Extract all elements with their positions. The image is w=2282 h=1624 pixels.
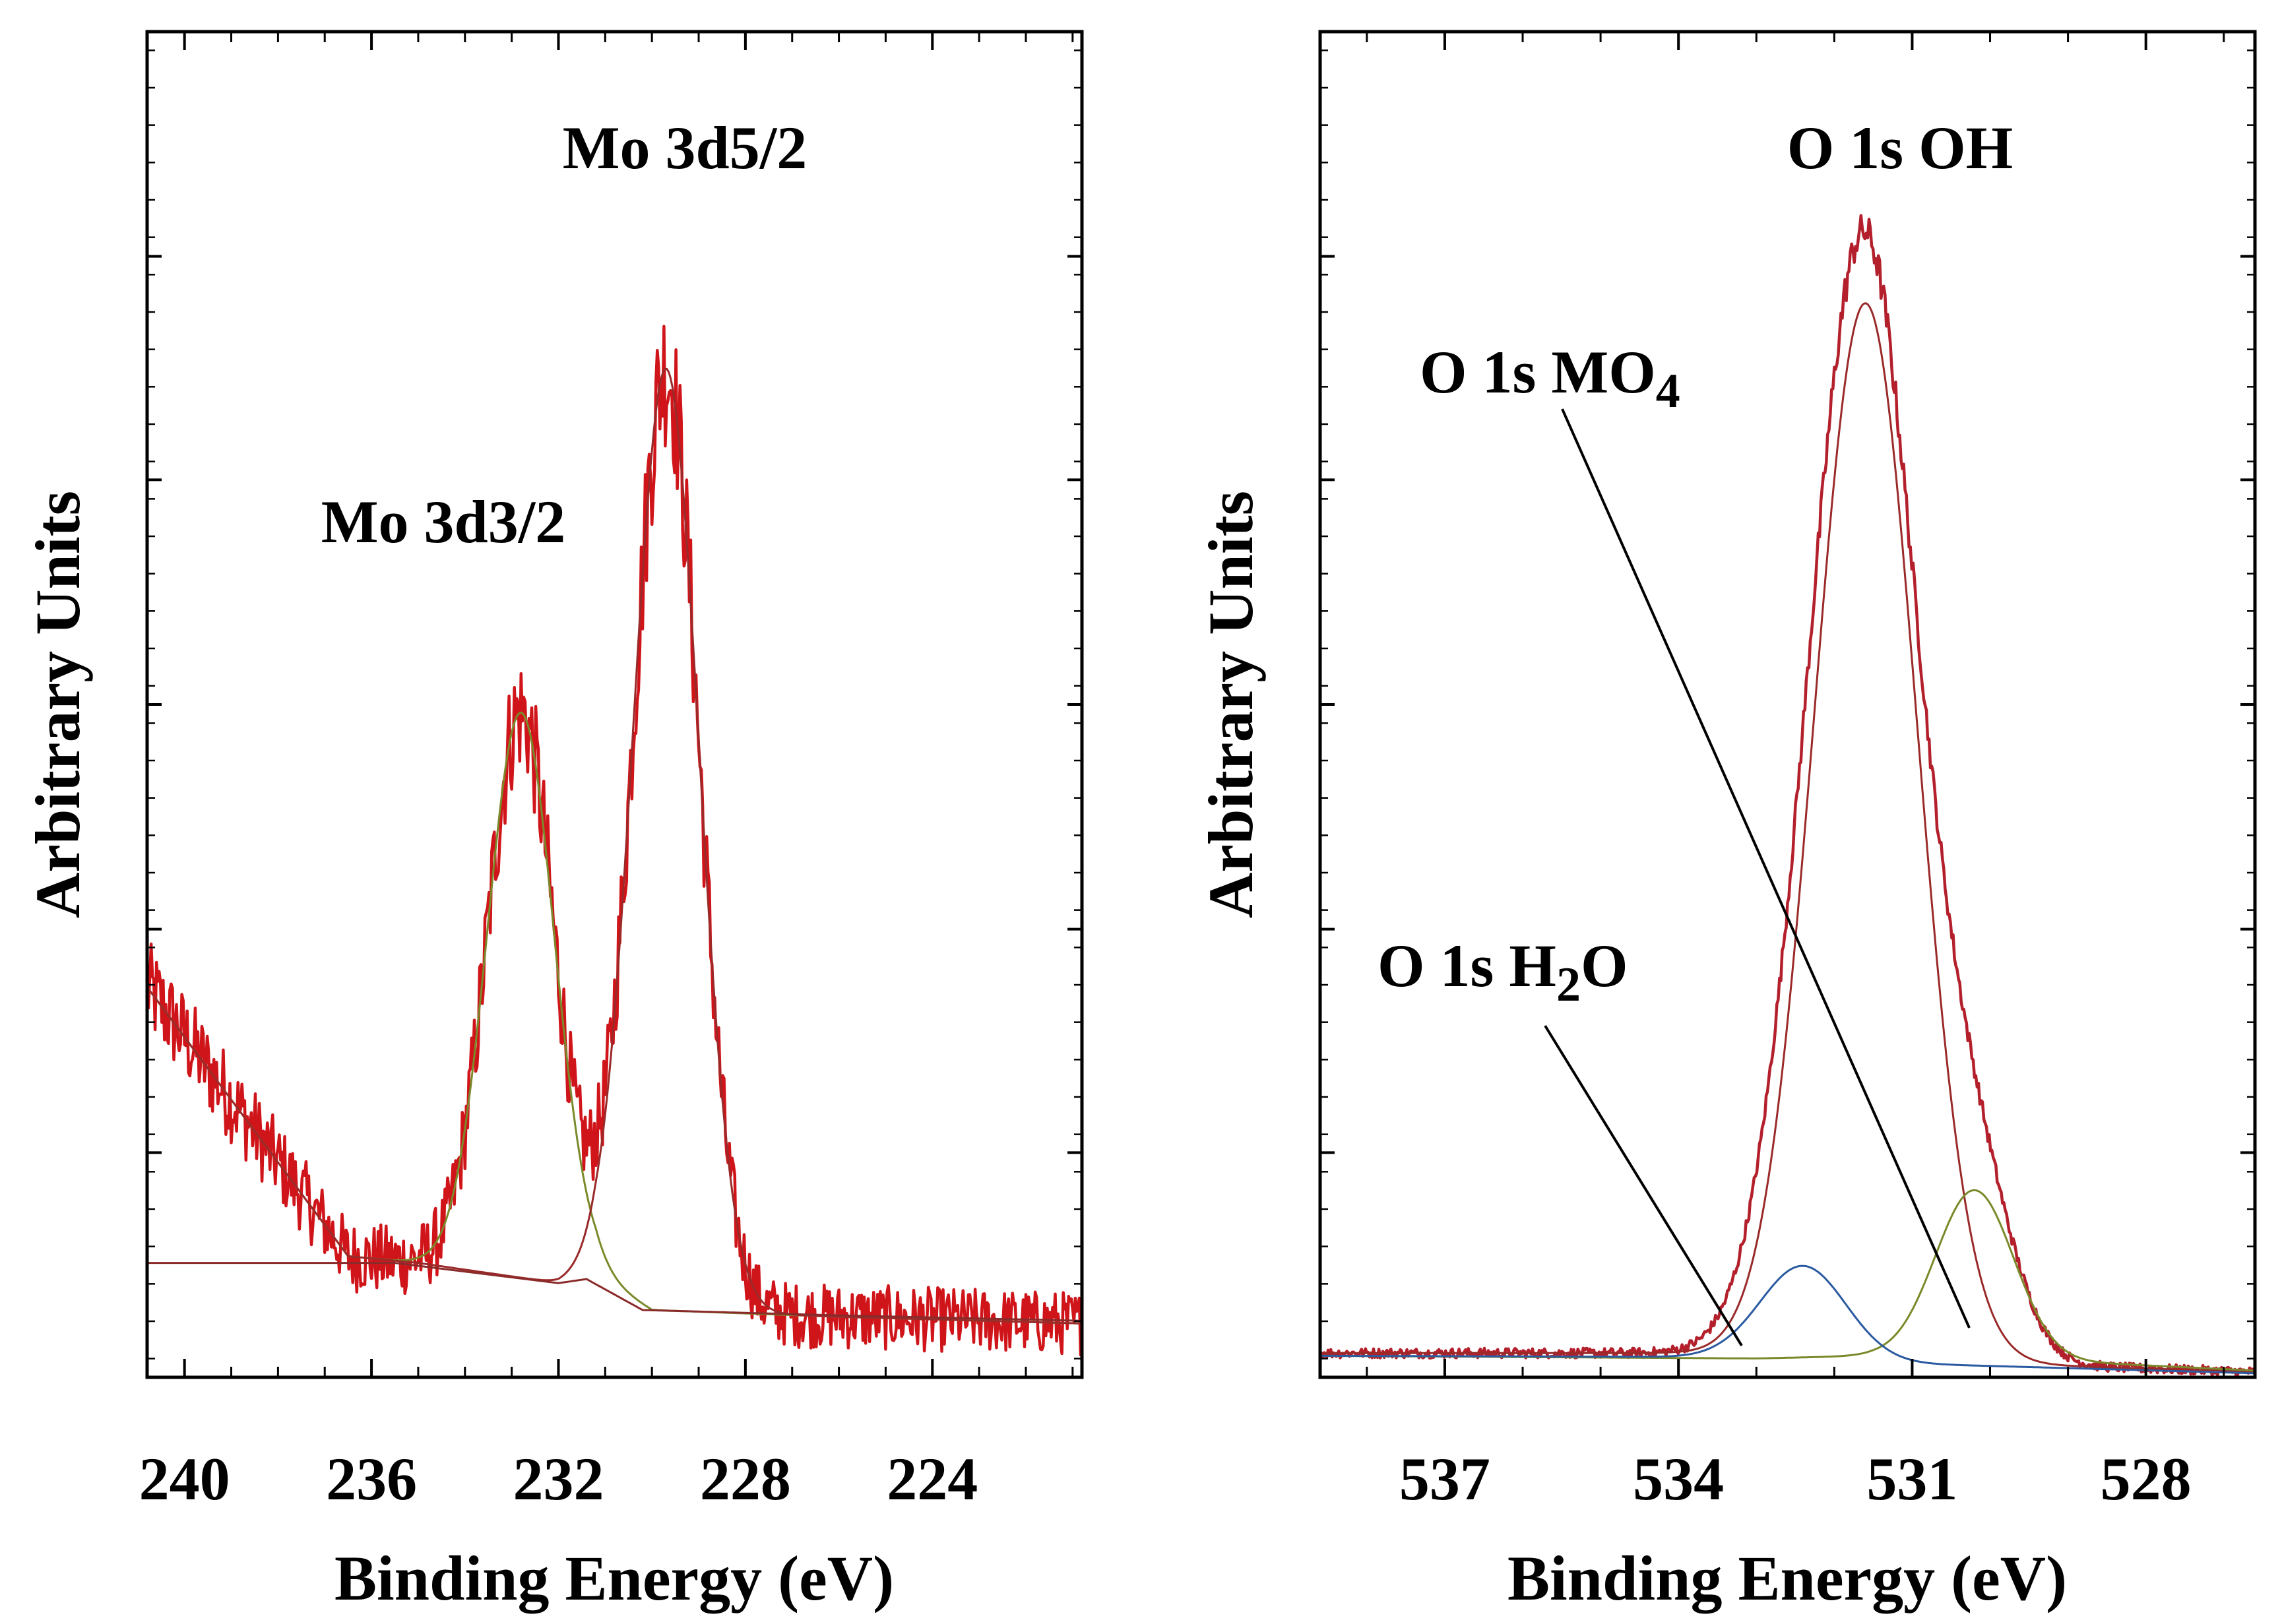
o-1s-series-o-1s-h2o-fit — [1320, 1265, 2256, 1375]
mo-3d-panel: 240 236 232 228 224 Binding Energy (eV) Arbi… — [22, 30, 1084, 1613]
o-1s-xtick-label: 531 — [1866, 1445, 1957, 1513]
mo-3d-series-mo-3d-spectrum — [145, 325, 1083, 1358]
mo-3d5-2-peak-label: Mo 3d5/2 — [563, 114, 808, 181]
o-1s-mo4-peak-label: O 1s MO4 — [1420, 338, 1680, 418]
mo-3d-series-layer — [145, 325, 1083, 1358]
mo-3d-xtick-label: 224 — [887, 1445, 978, 1513]
mo-3d-series-shirley-background — [147, 1262, 1082, 1322]
mo-3d-xtick-label: 240 — [139, 1445, 230, 1513]
o-1s-xtick-label: 534 — [1633, 1445, 1724, 1513]
o-1s-xtick-labels: 537 534 531 528 — [1399, 1445, 2192, 1513]
mo-3d3-2-peak-label: Mo 3d3/2 — [321, 488, 566, 555]
o-1s-y-axis-title: Arbitrary Units — [1195, 491, 1266, 918]
mo-3d-y-axis-title: Arbitrary Units — [22, 491, 93, 918]
mo-3d-series-mo-3d5-2-fit — [146, 367, 1083, 1325]
o-1s-h2o-leader-line — [1544, 1024, 1743, 1347]
o-1s-x-axis-title: Binding Energy (eV) — [1507, 1543, 2067, 1613]
o-1s-xtick-label: 537 — [1399, 1445, 1490, 1513]
o-1s-mo4-label-text: O 1s MO — [1420, 338, 1656, 406]
o-1s-h2o-peak-label: O 1s H2O — [1378, 932, 1628, 1012]
o-1s-panel: 537 534 531 528 Binding Energy (eV) Arbitra… — [1195, 30, 2257, 1613]
mo-3d-xtick-label: 236 — [326, 1445, 417, 1513]
mo-3d-plot-frame — [145, 30, 1084, 1379]
o-1s-h2o-label-suffix: O — [1581, 932, 1628, 999]
o-1s-oh-peak-label: O 1s OH — [1787, 114, 2013, 181]
o-1s-plot-frame — [1318, 30, 2257, 1379]
mo-3d-x-axis-title: Binding Energy (eV) — [334, 1543, 894, 1613]
mo-3d-xtick-label: 232 — [513, 1445, 604, 1513]
o-1s-series-layer — [1319, 214, 2257, 1378]
o-1s-mo4-label-subscript: 4 — [1656, 364, 1680, 418]
o-1s-h2o-label-text: O 1s H — [1378, 932, 1556, 999]
o-1s-h2o-label-subscript: 2 — [1556, 958, 1581, 1012]
mo-3d-xtick-label: 228 — [700, 1445, 791, 1513]
o-1s-xtick-label: 528 — [2101, 1445, 2192, 1513]
o-1s-series-o-1s-oh-fit — [1320, 302, 2255, 1373]
o-1s-mo4-leader-line — [1561, 408, 1971, 1328]
mo-3d-xtick-labels: 240 236 232 228 224 — [139, 1445, 978, 1513]
